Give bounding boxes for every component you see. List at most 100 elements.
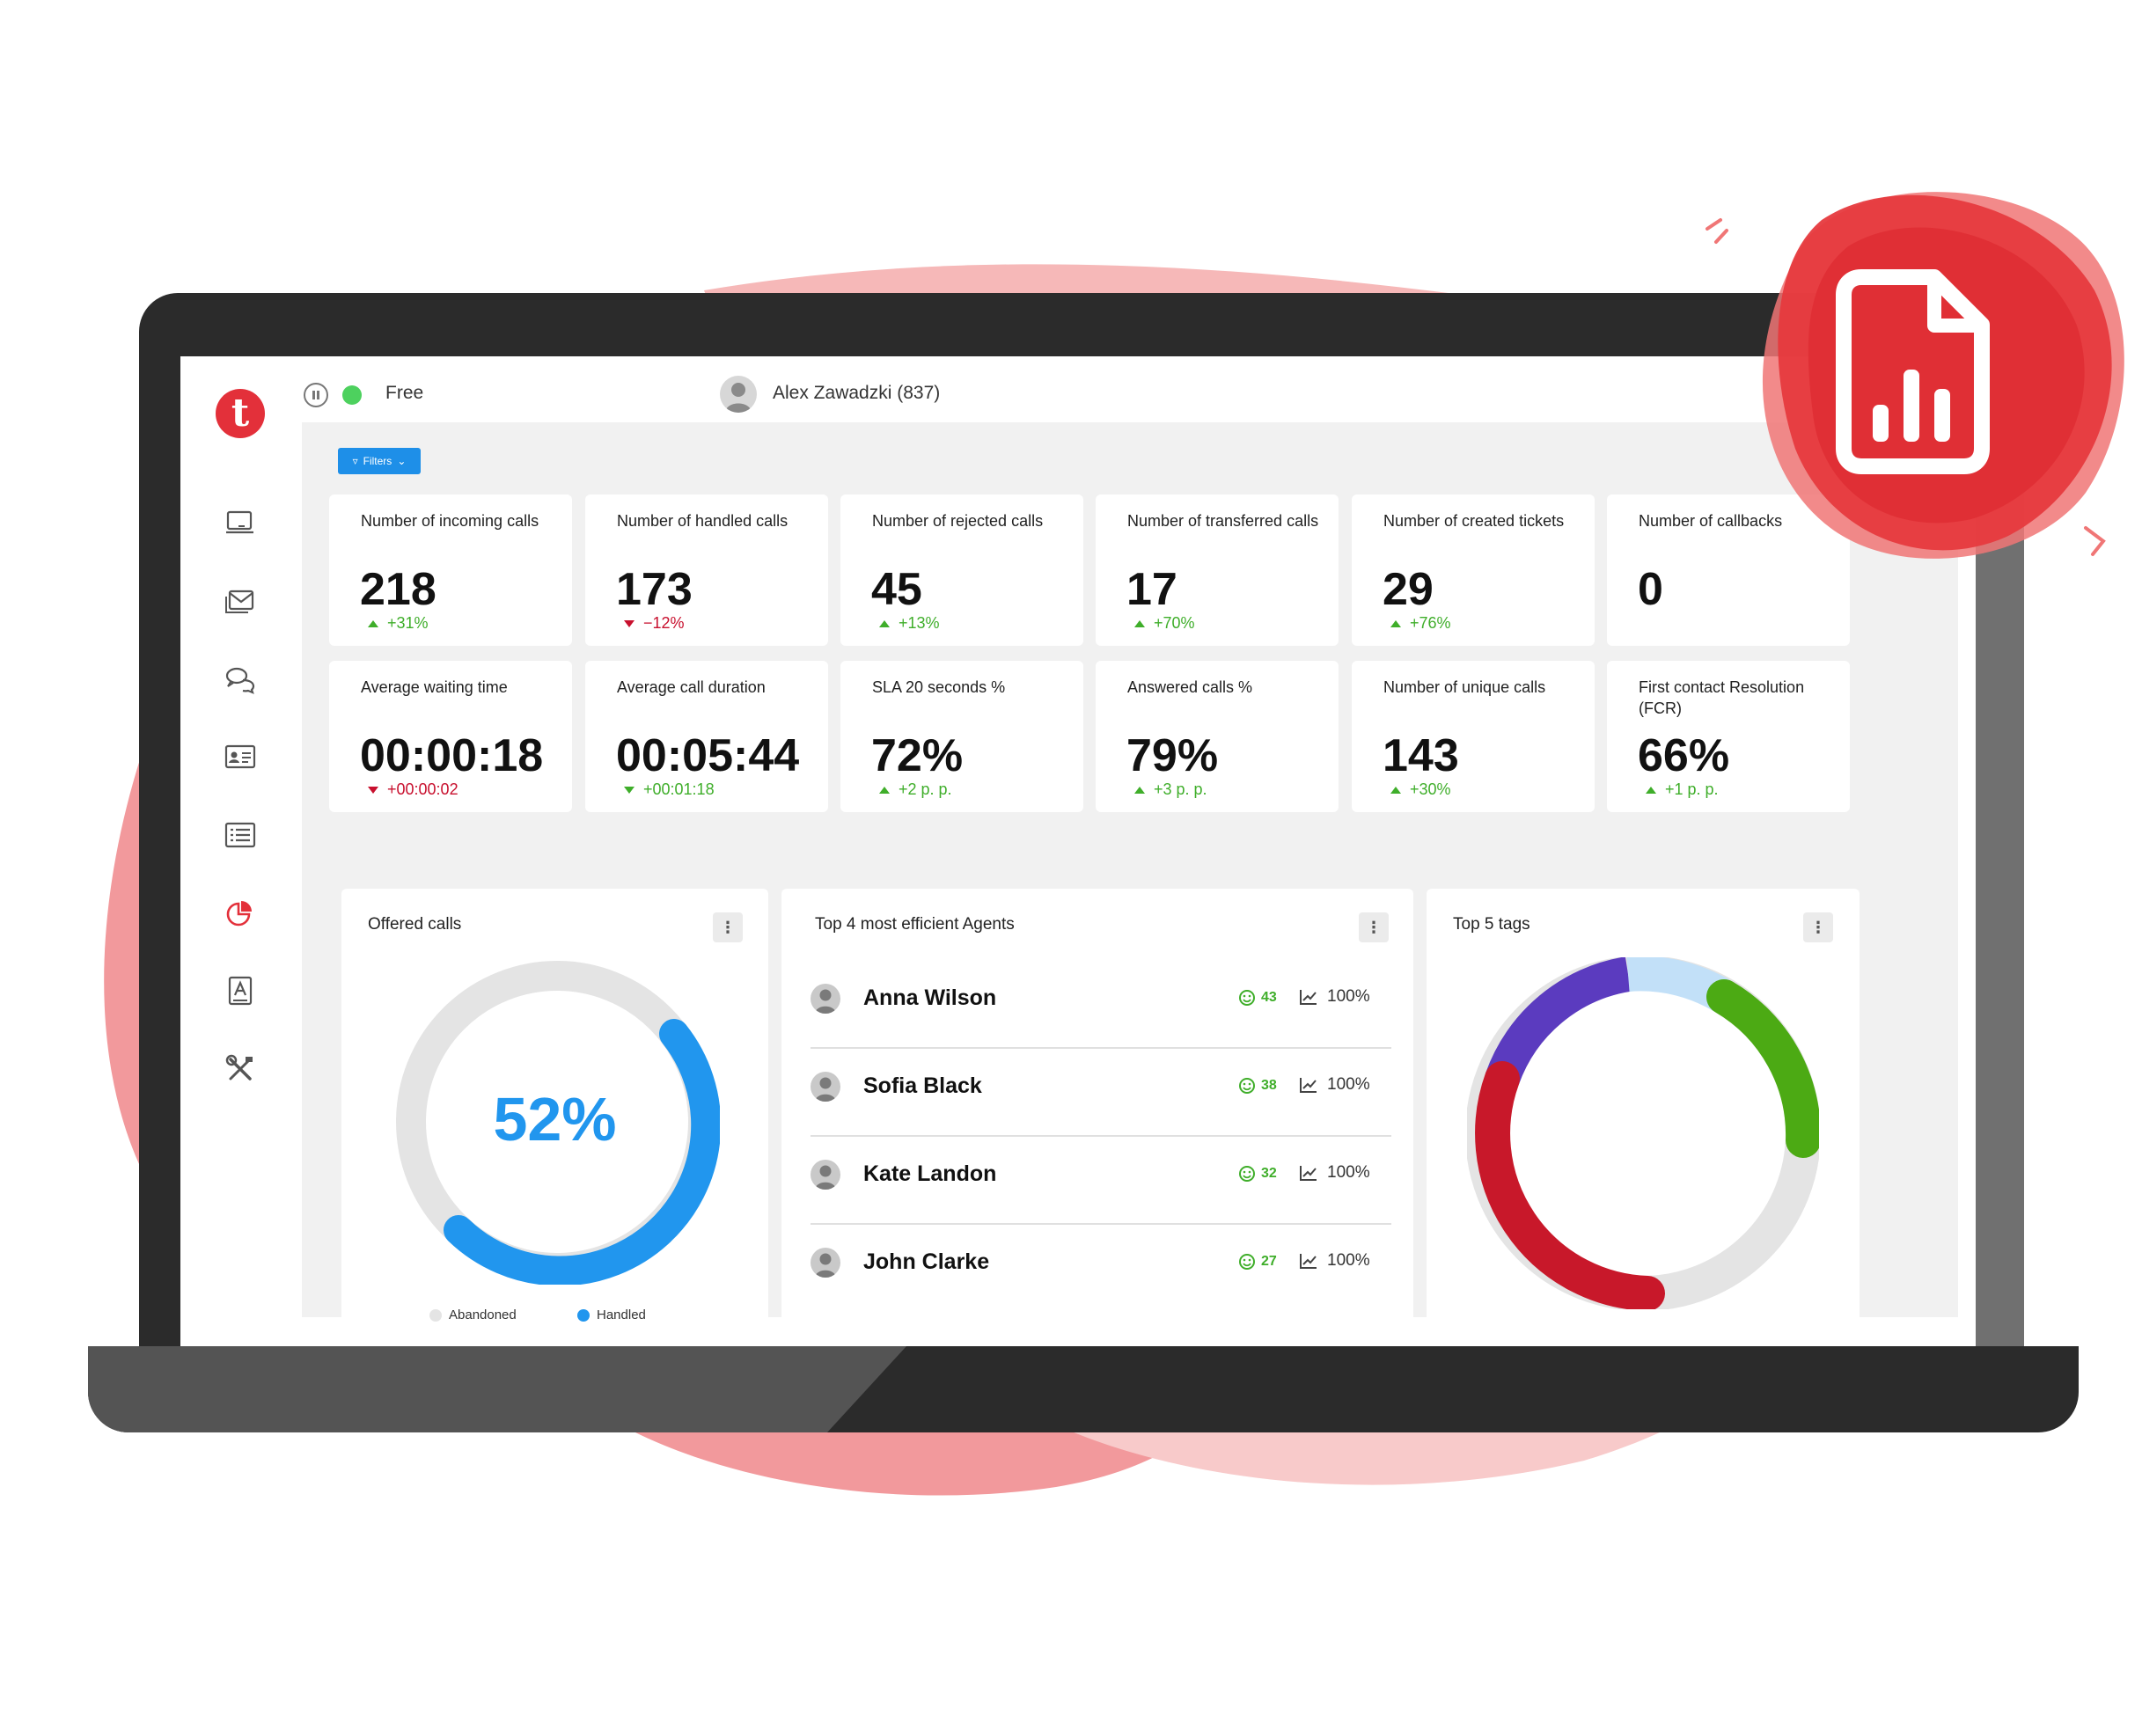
agent-row[interactable]: Sofia Black 38 100%: [811, 1047, 1391, 1137]
kpi-title: Number of handled calls: [617, 512, 789, 530]
dashboard-area: ▿ Filters ⌄ Number of incoming calls 218…: [302, 422, 1958, 1344]
laptop-base: [88, 1346, 2079, 1432]
kpi-card: Number of created tickets 29 +76%: [1352, 494, 1595, 646]
tag-arc-4: [1475, 1061, 1665, 1309]
more-options-icon[interactable]: ⋮: [1359, 912, 1389, 942]
kpi-value: 00:05:44: [616, 730, 800, 781]
agent-score-value: 27: [1261, 1254, 1277, 1269]
agent-rate: 100%: [1299, 987, 1370, 1007]
trend-down-icon: [624, 619, 635, 627]
agent-row[interactable]: Anna Wilson 43 100%: [811, 959, 1391, 1049]
smile-icon: [1239, 1166, 1255, 1182]
tools-icon: [225, 1054, 253, 1080]
tag-arc-3: [1706, 979, 1819, 1158]
legend-dot-abandoned: [429, 1308, 442, 1322]
kpi-delta: −12%: [624, 614, 685, 633]
kpi-delta: +00:00:02: [368, 780, 458, 799]
report-file-icon: [1836, 269, 1990, 474]
user-avatar[interactable]: [720, 376, 757, 413]
agent-row[interactable]: Kate Landon 32 100%: [811, 1135, 1391, 1225]
app-screen: t Free Alex Zawadzki (837) ▿ Filters ⌄: [180, 356, 1976, 1348]
kpi-value: 72%: [871, 730, 964, 781]
kpi-card: Average waiting time 00:00:18 +00:00:02: [329, 661, 572, 812]
agents-panel: Top 4 most efficient Agents ⋮ Anna Wilso…: [781, 889, 1413, 1344]
chat-icon: [225, 667, 255, 694]
nav-chat-icon[interactable]: [216, 662, 265, 697]
chevron-down-icon: ⌄: [397, 455, 407, 467]
kpi-delta: +30%: [1390, 780, 1451, 799]
nav-tools-icon[interactable]: [216, 1051, 265, 1087]
kpi-title: SLA 20 seconds %: [872, 678, 1006, 696]
smile-icon: [1239, 1078, 1255, 1094]
agent-score: 38: [1238, 1077, 1277, 1095]
kpi-delta: +76%: [1390, 614, 1451, 633]
handled-percent: 52%: [493, 1085, 617, 1154]
agent-rate-value: 100%: [1327, 1075, 1370, 1094]
trend-up-icon: [1646, 786, 1656, 794]
mail-icon: [225, 590, 254, 613]
user-name[interactable]: Alex Zawadzki (837): [773, 383, 941, 403]
agent-name: Kate Landon: [863, 1161, 997, 1186]
nav-address-book-icon[interactable]: [216, 973, 265, 1008]
kpi-value: 173: [616, 564, 693, 615]
pause-icon[interactable]: [304, 383, 328, 407]
tag-arc-1: [1485, 957, 1632, 1086]
legend-label: Handled: [597, 1307, 646, 1322]
agent-name: John Clarke: [863, 1249, 990, 1274]
trend-up-icon: [879, 619, 890, 627]
panel-title: Offered calls: [368, 915, 462, 934]
smile-icon: [1239, 990, 1255, 1006]
handled-arc: [444, 1019, 720, 1285]
kpi-delta-value: +1 p. p.: [1665, 780, 1719, 798]
agent-row[interactable]: John Clarke 27 100%: [811, 1223, 1391, 1311]
kpi-card: Average call duration 00:05:44 +00:01:18: [585, 661, 828, 812]
agent-avatar: [811, 1072, 840, 1102]
panel-title: Top 5 tags: [1453, 915, 1530, 934]
trend-up-icon: [1390, 619, 1401, 627]
nav-list-icon[interactable]: [216, 817, 265, 853]
brand-logo[interactable]: t: [216, 389, 265, 438]
kpi-title: Number of transferred calls: [1127, 512, 1319, 530]
agent-rate: 100%: [1299, 1251, 1370, 1271]
legend-dot-handled: [577, 1308, 590, 1322]
line-chart-icon: [1300, 1078, 1317, 1093]
kpi-delta-value: +30%: [1410, 780, 1451, 798]
agent-avatar: [811, 1248, 840, 1278]
kpi-title: Average call duration: [617, 678, 766, 696]
monitor-icon: [226, 510, 253, 534]
agent-rate: 100%: [1299, 1075, 1370, 1095]
trend-up-icon: [879, 786, 890, 794]
more-options-icon[interactable]: ⋮: [713, 912, 743, 942]
kpi-delta: +00:01:18: [624, 780, 715, 799]
nav-pie-chart-icon[interactable]: [216, 896, 265, 931]
trend-up-icon: [1134, 619, 1145, 627]
kpi-card: Number of unique calls 143 +30%: [1352, 661, 1595, 812]
status-label[interactable]: Free: [385, 383, 424, 403]
kpi-delta-value: +70%: [1154, 614, 1195, 632]
nav-mail-icon[interactable]: [216, 583, 265, 619]
agent-avatar: [811, 1160, 840, 1190]
kpi-delta-value: +00:00:02: [387, 780, 458, 798]
kpi-value: 17: [1126, 564, 1177, 615]
offered-calls-panel: Offered calls ⋮ 52% Abandoned Handled: [341, 889, 768, 1344]
agent-score: 32: [1238, 1165, 1277, 1183]
kpi-delta-value: +31%: [387, 614, 429, 632]
person-icon: [815, 989, 836, 1014]
kpi-delta-value: +2 p. p.: [899, 780, 952, 798]
filters-button[interactable]: ▿ Filters ⌄: [338, 448, 421, 474]
kpi-title: Number of incoming calls: [361, 512, 539, 530]
agent-name: Sofia Black: [863, 1073, 982, 1098]
trend-up-icon: [1390, 786, 1401, 794]
nav-contact-card-icon[interactable]: [216, 739, 265, 774]
line-chart-icon: [1300, 990, 1317, 1005]
nav-monitor-icon[interactable]: [216, 506, 265, 541]
kpi-delta: +31%: [368, 614, 429, 633]
line-chart-icon: [1300, 1166, 1317, 1181]
kpi-title: Answered calls %: [1127, 678, 1253, 696]
contact-card-icon: [224, 744, 256, 769]
kpi-delta: +13%: [879, 614, 940, 633]
more-options-icon[interactable]: ⋮: [1803, 912, 1833, 942]
kpi-title: Average waiting time: [361, 678, 508, 696]
report-badge: [1706, 192, 2124, 559]
address-book-icon: [228, 976, 253, 1006]
